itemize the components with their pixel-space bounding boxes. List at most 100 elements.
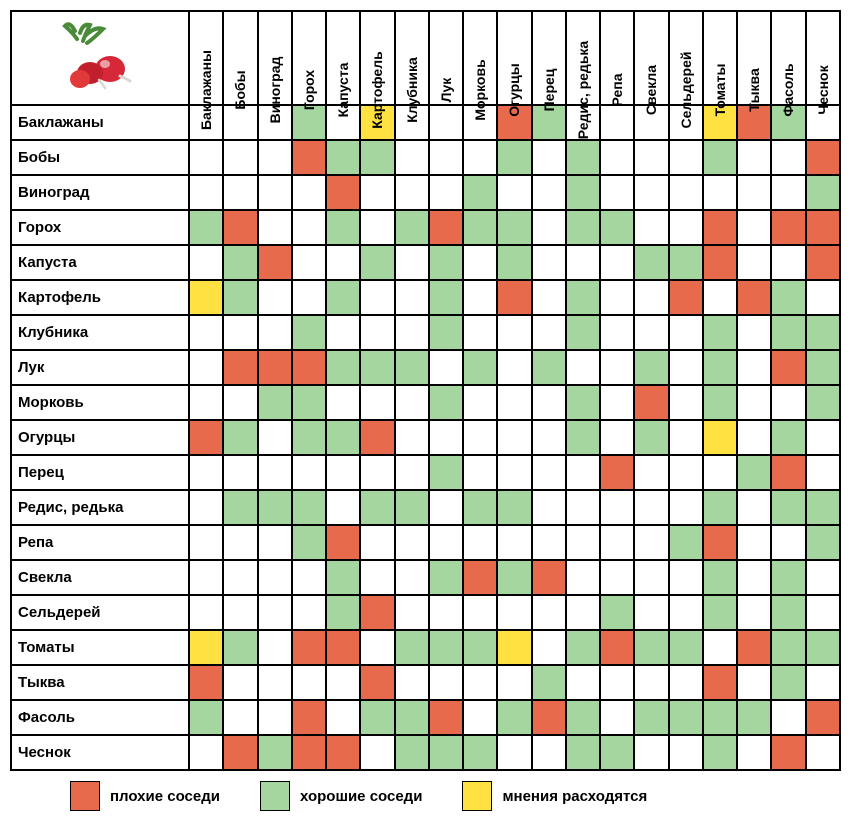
cell (703, 595, 737, 630)
col-head-label: Редис, редька (575, 41, 591, 139)
cell (497, 700, 531, 735)
cell (189, 525, 223, 560)
cell (429, 315, 463, 350)
cell (360, 245, 394, 280)
cell (600, 455, 634, 490)
cell (395, 140, 429, 175)
cell (463, 525, 497, 560)
cell (292, 140, 326, 175)
cell (360, 350, 394, 385)
cell (223, 245, 257, 280)
cell (189, 490, 223, 525)
cell (771, 665, 805, 700)
companion-planting-table: БаклажаныБобыВиноградГорохКапустаКартофе… (10, 10, 841, 771)
cell (429, 490, 463, 525)
cell (360, 560, 394, 595)
legend-bad-label: плохие соседи (110, 788, 220, 805)
cell (737, 595, 771, 630)
cell (634, 420, 668, 455)
cell (703, 350, 737, 385)
cell (737, 455, 771, 490)
cell (703, 630, 737, 665)
cell (258, 490, 292, 525)
cell (566, 665, 600, 700)
cell (258, 350, 292, 385)
cell (532, 560, 566, 595)
cell (669, 350, 703, 385)
cell (463, 700, 497, 735)
col-head-label: Томаты (712, 64, 728, 117)
cell (395, 315, 429, 350)
cell (771, 735, 805, 770)
cell (566, 560, 600, 595)
cell (669, 385, 703, 420)
cell (669, 245, 703, 280)
cell (737, 140, 771, 175)
col-head-9: Огурцы (497, 11, 531, 105)
cell (497, 385, 531, 420)
cell (463, 490, 497, 525)
cell (429, 595, 463, 630)
cell (429, 525, 463, 560)
cell (566, 350, 600, 385)
cell (258, 420, 292, 455)
table-row: Горох (11, 210, 840, 245)
table-row: Тыква (11, 665, 840, 700)
cell (497, 595, 531, 630)
cell (771, 490, 805, 525)
cell (737, 420, 771, 455)
cell (326, 560, 360, 595)
cell (326, 490, 360, 525)
cell (258, 455, 292, 490)
row-head-15: Томаты (11, 630, 189, 665)
cell (395, 735, 429, 770)
cell (497, 350, 531, 385)
cell (360, 280, 394, 315)
cell (771, 385, 805, 420)
cell (634, 385, 668, 420)
cell (532, 315, 566, 350)
cell (360, 315, 394, 350)
cell (463, 735, 497, 770)
cell (737, 560, 771, 595)
row-head-0: Баклажаны (11, 105, 189, 140)
cell (771, 630, 805, 665)
legend-good: хорошие соседи (260, 781, 422, 811)
cell (634, 560, 668, 595)
cell (360, 175, 394, 210)
cell (326, 420, 360, 455)
col-head-11: Редис, редька (566, 11, 600, 105)
col-head-5: Картофель (360, 11, 394, 105)
cell (429, 700, 463, 735)
cell (326, 385, 360, 420)
cell (669, 210, 703, 245)
cell (600, 700, 634, 735)
cell (669, 420, 703, 455)
cell (703, 385, 737, 420)
cell (600, 140, 634, 175)
cell (463, 595, 497, 630)
col-head-label: Тыква (746, 68, 762, 112)
col-head-0: Баклажаны (189, 11, 223, 105)
cell (258, 665, 292, 700)
cell (532, 385, 566, 420)
cell (806, 315, 840, 350)
cell (258, 175, 292, 210)
cell (600, 665, 634, 700)
col-head-label: Капуста (335, 63, 351, 118)
cell (566, 140, 600, 175)
row-head-17: Фасоль (11, 700, 189, 735)
cell (497, 315, 531, 350)
cell (566, 490, 600, 525)
cell (771, 525, 805, 560)
cell (463, 630, 497, 665)
cell (669, 455, 703, 490)
cell (600, 315, 634, 350)
cell (771, 700, 805, 735)
cell (703, 420, 737, 455)
cell (566, 280, 600, 315)
cell (703, 560, 737, 595)
row-head-11: Редис, редька (11, 490, 189, 525)
col-head-label: Свекла (643, 65, 659, 115)
cell (292, 350, 326, 385)
